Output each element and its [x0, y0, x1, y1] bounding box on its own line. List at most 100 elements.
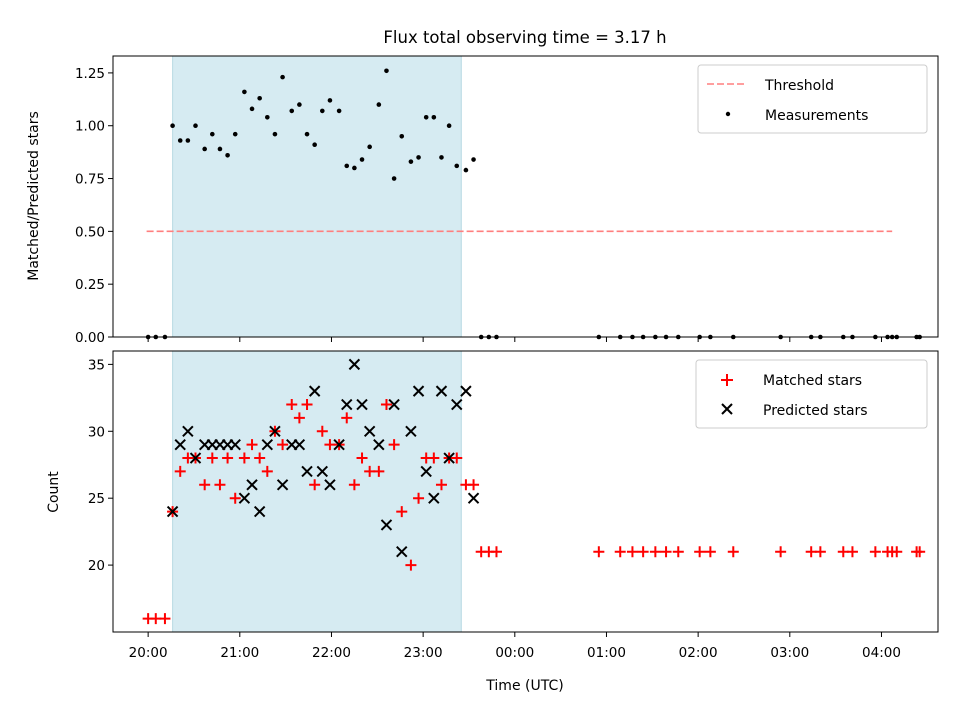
matched-star-point [229, 492, 241, 504]
predicted-star-point [324, 479, 336, 491]
legend-predicted-label: Predicted stars [763, 403, 868, 419]
matched-star-point [214, 479, 226, 491]
matched-star-point [309, 479, 321, 491]
measurement-point [431, 114, 437, 120]
matched-star-point [373, 465, 385, 477]
predicted-star-point [253, 505, 266, 518]
y-tick-label: 0.25 [75, 277, 105, 293]
measurement-point [423, 114, 429, 120]
measurement-point [327, 98, 333, 103]
measurement-point [344, 163, 350, 169]
plot-frame [112, 350, 939, 633]
matched-star-point [704, 546, 716, 558]
matched-star-point [694, 546, 706, 558]
predicted-star-point [412, 385, 425, 397]
predicted-star-point [308, 385, 321, 397]
y-axis-label: Count [46, 471, 62, 513]
matched-star-point [301, 399, 313, 411]
matched-star-point [324, 439, 336, 451]
predicted-star-point [443, 452, 455, 464]
measurement-point [265, 114, 270, 120]
legend-threshold-label: Threshold [764, 78, 834, 94]
predicted-star-point [341, 398, 353, 411]
measurement-point [202, 146, 207, 152]
y-axis-ticks: 20 25 30 35 [88, 357, 113, 574]
predicted-star-point [348, 358, 361, 371]
matched-star-point [341, 412, 353, 424]
predicted-star-point [363, 425, 376, 437]
predicted-star-point [435, 385, 448, 397]
y-tick-label: 0.50 [75, 224, 105, 240]
predicted-star-point [380, 519, 393, 531]
matched-star-point [468, 479, 480, 491]
measurement-point [454, 163, 460, 169]
y-tick-label: 1.25 [75, 66, 105, 82]
measurement-point [170, 123, 175, 129]
y-tick-label: 0.75 [75, 172, 105, 188]
predicted-star-point [396, 546, 408, 558]
matched-star-point [238, 452, 250, 464]
x-tick-label: 23:00 [404, 645, 443, 661]
measurement-point [376, 102, 382, 107]
predicted-star-point [316, 465, 329, 478]
matched-star-point [159, 613, 171, 625]
measurement-point [297, 102, 302, 107]
matched-star-point [614, 546, 626, 558]
measurement-point [185, 138, 191, 143]
measurement-point [408, 159, 414, 164]
predicted-star-point [428, 492, 440, 504]
matched-star-point [199, 479, 211, 491]
x-tick-label: 02:00 [679, 645, 718, 661]
predicted-star-point [238, 492, 251, 504]
measurement-point [289, 108, 295, 114]
matched-star-point [660, 546, 672, 558]
matched-star-point [261, 465, 273, 477]
predicted-star-point [182, 425, 194, 437]
measurement-point [359, 157, 365, 162]
x-tick-label: 00:00 [495, 645, 534, 661]
measurement-point [272, 131, 278, 137]
measurement-point [232, 131, 238, 137]
matched-star-point [254, 452, 266, 464]
matched-star-point [805, 546, 817, 558]
measurement-point [463, 167, 469, 173]
matched-star-point [413, 492, 425, 504]
measurement-point [217, 146, 223, 152]
measurement-point [439, 155, 444, 160]
legend-predicted-swatch [721, 403, 733, 415]
matched-stars-points [142, 399, 926, 625]
matched-star-point [222, 452, 234, 464]
predicted-star-point [246, 479, 258, 491]
matched-star-point [356, 452, 368, 464]
flux-ratio-panel: Flux total observing time = 3.17 h 0.000… [26, 28, 939, 346]
predicted-star-point [276, 479, 289, 491]
predicted-star-point [373, 438, 385, 451]
measurement-point [367, 144, 372, 150]
x-tick-label: 20:00 [129, 645, 168, 661]
x-tick-label: 22:00 [312, 645, 351, 661]
legend-measurements-label: Measurements [765, 108, 868, 124]
matched-star-point [626, 546, 638, 558]
measurement-point [304, 131, 310, 137]
measurement-point [336, 108, 342, 114]
matched-star-point [593, 546, 605, 558]
measurement-point [471, 157, 476, 162]
measurement-point [352, 165, 357, 171]
y-tick-label: 35 [88, 357, 105, 373]
x-axis-ticks: 20:00 21:00 22:00 23:00 00:00 01:00 02:00 03:00… [129, 632, 901, 661]
legend-measurements-swatch [725, 111, 731, 117]
matched-star-point [435, 479, 447, 491]
predicted-star-point [261, 438, 274, 451]
measurement-point [249, 106, 255, 112]
legend-matched-swatch [721, 374, 733, 386]
matched-star-point [451, 452, 463, 464]
y-tick-label: 30 [88, 424, 105, 440]
predicted-star-point [333, 438, 345, 451]
y-tick-label: 1.00 [75, 119, 105, 135]
measurement-point [242, 89, 247, 95]
measurement-point [320, 108, 325, 114]
star-count-panel: 20 25 30 35 20:00 21:00 22:00 23:00 00:00 01:00 0… [46, 350, 939, 694]
x-axis-ticks [147, 337, 882, 342]
measurement-point [312, 142, 317, 148]
observing-window-shading [172, 350, 462, 633]
